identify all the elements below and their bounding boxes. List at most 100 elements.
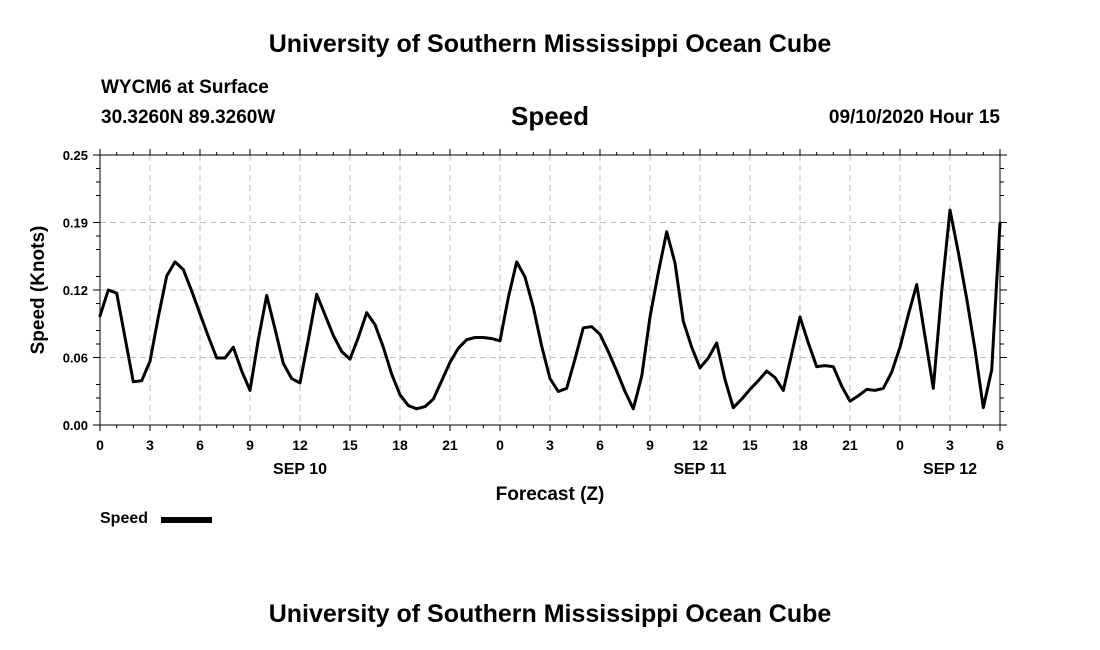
chart-title: University of Southern Mississippi Ocean… <box>268 30 832 58</box>
data-point <box>499 340 501 342</box>
data-point <box>582 327 585 329</box>
data-point <box>957 251 960 253</box>
data-point <box>349 358 351 360</box>
data-point <box>324 314 326 316</box>
x-tick-label: 6 <box>196 437 204 453</box>
data-point <box>257 338 260 341</box>
y-tick-label: 0.06 <box>63 351 88 366</box>
data-point <box>890 371 893 373</box>
data-point <box>357 336 360 339</box>
data-point <box>965 297 968 300</box>
x-tick-label: 21 <box>442 437 458 453</box>
data-point <box>849 400 851 403</box>
x-tick-label: 9 <box>646 437 654 453</box>
data-point <box>374 323 376 326</box>
data-point <box>449 361 451 364</box>
data-point <box>674 262 676 264</box>
data-point <box>157 316 160 318</box>
data-point <box>824 364 826 367</box>
data-point <box>707 357 710 359</box>
data-point <box>590 325 593 328</box>
data-point <box>574 358 576 360</box>
data-point <box>99 315 101 317</box>
station-label: WYCM6 at Surface <box>101 77 269 98</box>
data-point <box>132 381 135 383</box>
data-point <box>399 394 401 396</box>
data-point <box>790 352 793 355</box>
data-point <box>599 333 601 336</box>
coordinates-label: 30.3260N 89.3260W <box>101 107 276 128</box>
data-point <box>640 375 643 378</box>
date-label: SEP 12 <box>923 461 977 478</box>
data-point <box>149 360 151 363</box>
data-point <box>124 336 126 339</box>
data-point <box>382 346 385 349</box>
data-point <box>632 408 635 410</box>
data-point <box>282 362 285 365</box>
data-point <box>415 408 418 410</box>
data-point <box>207 335 210 338</box>
data-point <box>232 346 235 349</box>
data-point <box>474 336 476 339</box>
data-point <box>482 336 485 339</box>
x-tick-label: 12 <box>692 437 708 453</box>
x-tick-label: 0 <box>496 437 504 453</box>
data-point <box>907 314 910 316</box>
data-point <box>765 370 768 372</box>
x-tick-label: 9 <box>246 437 254 453</box>
x-tick-label: 0 <box>96 437 104 453</box>
x-tick-label: 18 <box>792 437 808 453</box>
data-point <box>340 350 343 353</box>
legend-label: Speed <box>100 510 149 527</box>
data-point <box>240 370 243 372</box>
data-point <box>940 290 943 292</box>
x-tick-label: 21 <box>842 437 858 453</box>
y-tick-label: 0.25 <box>63 148 88 163</box>
x-tick-label: 3 <box>546 437 554 453</box>
data-point <box>774 376 776 379</box>
data-point <box>874 389 876 392</box>
data-point <box>407 404 410 407</box>
data-point <box>215 357 218 359</box>
data-point <box>524 276 526 278</box>
data-point <box>932 387 935 390</box>
data-point <box>532 306 535 309</box>
data-point <box>924 335 926 338</box>
y-tick-label: 0.12 <box>63 283 88 298</box>
data-point <box>724 378 726 381</box>
date-label: SEP 11 <box>673 461 726 478</box>
data-point <box>749 388 751 391</box>
data-point <box>440 379 443 382</box>
variable-title: Speed <box>510 101 590 131</box>
plot-frame <box>99 154 1001 426</box>
data-point <box>615 370 618 372</box>
date-label: SEP 10 <box>273 461 327 478</box>
data-point <box>990 369 993 371</box>
axes <box>93 149 1007 431</box>
data-point <box>557 390 560 393</box>
data-point <box>882 387 885 390</box>
x-tick-label: 6 <box>596 437 604 453</box>
data-point <box>332 334 335 337</box>
footer-title: University of Southern Mississippi Ocean… <box>268 600 832 628</box>
data-point <box>457 347 460 350</box>
data-point <box>915 283 918 286</box>
x-tick-label: 18 <box>392 437 408 453</box>
x-tick-label: 6 <box>996 437 1004 453</box>
data-point <box>490 337 493 340</box>
axis-labels: 0.00 0.06 0.12 0.19 0.25 0 3 6 9 12 15 18 21 0 3 6 9 12 15… <box>28 148 1004 505</box>
data-point <box>807 342 810 344</box>
x-tick-label: 15 <box>742 437 758 453</box>
x-tick-label: 3 <box>146 437 154 453</box>
data-point <box>732 406 735 409</box>
data-point <box>365 311 368 314</box>
data-point <box>624 390 626 393</box>
x-tick-label: 0 <box>896 437 904 453</box>
data-point <box>299 382 301 384</box>
data-point <box>974 348 976 351</box>
y-tick-label: 0.00 <box>63 418 88 433</box>
data-point <box>832 365 835 368</box>
data-point <box>999 222 1001 224</box>
data-point <box>390 373 393 376</box>
